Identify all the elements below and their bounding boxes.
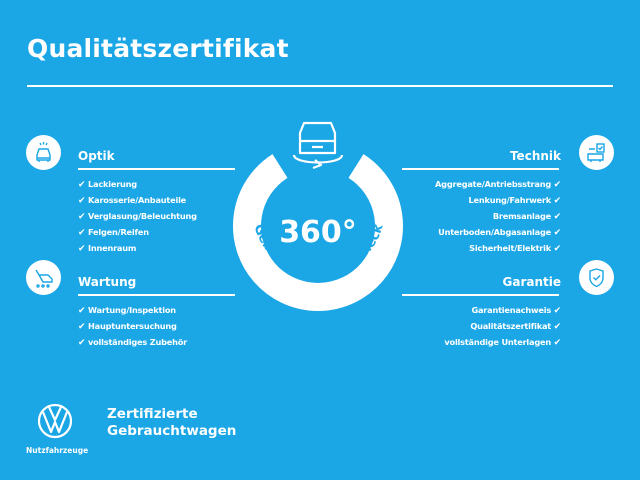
check-icon: ✔ bbox=[553, 196, 562, 206]
section-heading-technik: Technik bbox=[509, 149, 561, 163]
check-icon: ✔ bbox=[78, 180, 86, 190]
360-label: 360° bbox=[279, 215, 357, 250]
tagline-line-2: Gebrauchtwagen bbox=[107, 423, 237, 439]
list-item: Lenkung/Fahrwerk ✔ bbox=[468, 195, 562, 206]
list-item: ✔ Innenraum bbox=[78, 243, 137, 254]
divider bbox=[78, 294, 235, 296]
list-item: ✔ Verglasung/Beleuchtung bbox=[78, 211, 197, 222]
ring-arc bbox=[233, 154, 403, 311]
service-truck-icon bbox=[26, 260, 61, 295]
check-icon: ✔ bbox=[553, 228, 562, 238]
list-item: ✔ Wartung/Inspektion bbox=[78, 305, 176, 316]
car-checklist-icon bbox=[579, 135, 614, 170]
check-icon: ✔ bbox=[78, 196, 86, 206]
vw-logo bbox=[37, 403, 73, 439]
list-item: ✔ Karosserie/Anbauteile bbox=[78, 195, 187, 206]
section-heading-garantie: Garantie bbox=[502, 275, 562, 289]
check-icon: ✔ bbox=[553, 338, 562, 348]
check-icon: ✔ bbox=[553, 244, 562, 254]
check-icon: ✔ bbox=[78, 244, 86, 254]
garantie-list: Garantienachweis ✔ Qualitätszertifikat ✔… bbox=[444, 303, 561, 351]
list-item: ✔ Hauptuntersuchung bbox=[78, 321, 177, 332]
check-icon: ✔ bbox=[78, 228, 86, 238]
list-item: ✔ Felgen/Reifen bbox=[78, 227, 149, 238]
list-item: Qualitätszertifikat ✔ bbox=[470, 321, 562, 332]
list-item: Bremsanlage ✔ bbox=[492, 211, 562, 222]
page-title: Qualitätszertifikat bbox=[27, 34, 289, 63]
check-icon: ✔ bbox=[553, 322, 562, 332]
section-heading-optik: Optik bbox=[78, 149, 115, 163]
list-item: Sicherheit/Elektrik ✔ bbox=[469, 243, 562, 254]
optik-list: ✔ Lackierung ✔ Karosserie/Anbauteile ✔ V… bbox=[78, 177, 197, 257]
list-item: Aggregate/Antriebsstrang ✔ bbox=[435, 179, 562, 190]
car-front-icon bbox=[26, 135, 61, 170]
section-heading-wartung: Wartung bbox=[78, 275, 137, 289]
list-item: ✔ Lackierung bbox=[78, 179, 137, 190]
brand-label: Nutzfahrzeuge bbox=[26, 446, 89, 455]
list-item: ✔ vollständiges Zubehör bbox=[78, 337, 187, 348]
check-icon: ✔ bbox=[553, 306, 562, 316]
check-icon: ✔ bbox=[553, 180, 562, 190]
tagline: Zertifizierte Gebrauchtwagen bbox=[107, 406, 236, 440]
technik-list: Aggregate/Antriebsstrang ✔ Lenkung/Fahrw… bbox=[435, 177, 561, 257]
list-item: Garantienachweis ✔ bbox=[471, 305, 562, 316]
title-divider bbox=[27, 85, 613, 87]
divider bbox=[402, 168, 559, 170]
wartung-list: ✔ Wartung/Inspektion ✔ Hauptuntersuchung… bbox=[78, 303, 187, 351]
list-item: vollständige Unterlagen ✔ bbox=[444, 337, 562, 348]
car-rotate-icon bbox=[292, 121, 344, 170]
check-icon: ✔ bbox=[78, 338, 86, 348]
check-icon: ✔ bbox=[78, 306, 86, 316]
check-icon: ✔ bbox=[78, 322, 86, 332]
check-icon: ✔ bbox=[553, 212, 562, 222]
divider bbox=[402, 294, 559, 296]
tagline-line-1: Zertifizierte bbox=[107, 406, 198, 422]
shield-check-icon bbox=[579, 260, 614, 295]
list-item: Unterboden/Abgasanlage ✔ bbox=[438, 227, 562, 238]
check-icon: ✔ bbox=[78, 212, 86, 222]
divider bbox=[78, 168, 235, 170]
